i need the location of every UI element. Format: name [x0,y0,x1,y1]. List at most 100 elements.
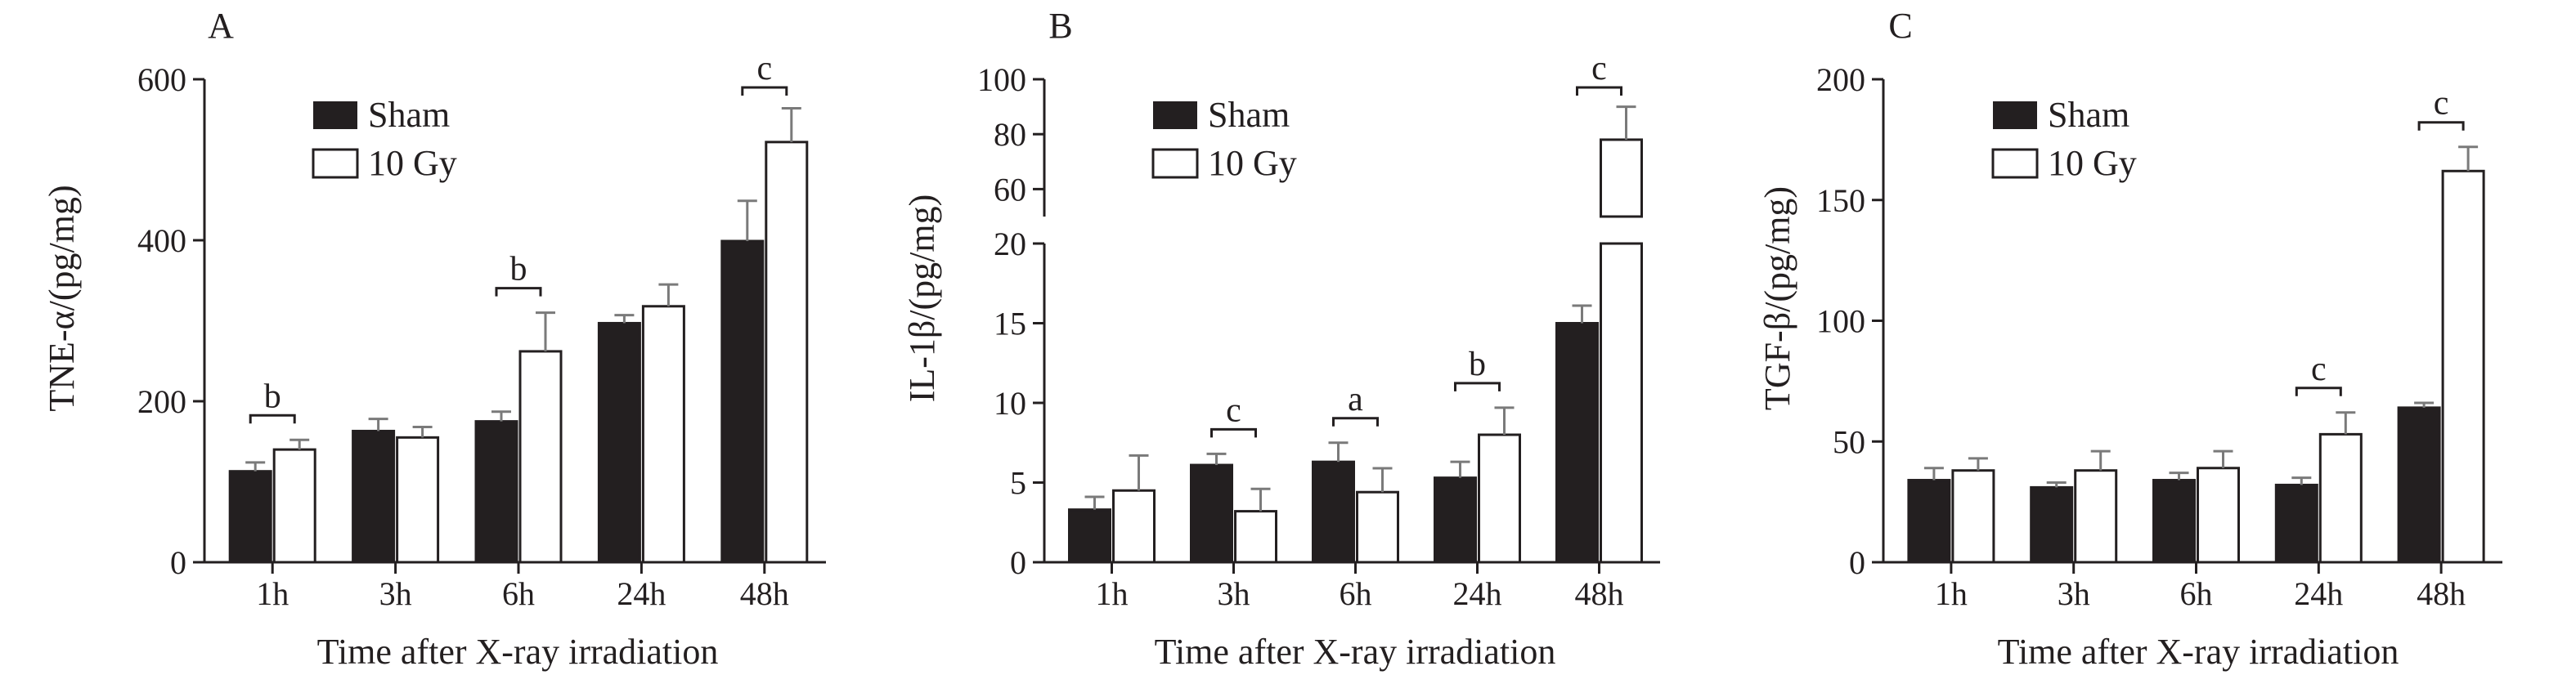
y-tick-label: 100 [1816,303,1865,340]
legend-b: Sham 10 Gy [1151,95,1297,183]
x-tick-label: 1h [256,575,289,612]
bar-sham [474,420,518,564]
y-tick-label: 50 [1833,423,1865,460]
legend-label-sham: Sham [2048,95,2129,135]
bar-sham [597,321,641,564]
bar-10gy [518,350,563,564]
x-tick-label: 6h [502,575,535,612]
significance-label: b [1469,346,1486,383]
bar-sham [2152,479,2196,564]
significance-label: c [1591,50,1607,87]
x-axis-label-a: Time after X-ray irradiation [317,632,719,672]
bar-10gy [1234,510,1277,564]
panel-letter-c: C [1888,6,1912,46]
significance-bracket [1332,417,1379,427]
y-axis-label-a: TNE-α/(pg/mg) [42,185,82,411]
significance-bracket [1210,427,1257,438]
bar-sham [2397,406,2441,564]
x-tick-label: 6h [1340,575,1372,612]
y-tick-label: 400 [137,222,186,259]
x-tick-label: 24h [1453,575,1502,612]
panel-b: B IL-1β/(pg/mg) Time after X-ray irradia… [902,6,1660,672]
y-axis-label-c: TGF-β/(pg/mg) [1757,186,1797,410]
bar-10gy [2441,169,2485,564]
bar-sham [228,470,272,564]
legend-a: Sham 10 Gy [312,95,457,183]
significance-bracket [495,287,542,297]
bar-10gy [2197,467,2240,564]
bar-sham [1434,476,1477,564]
y-tick-label: 0 [1849,544,1865,581]
bar-sham [1555,322,1599,564]
x-axis-label-b: Time after X-ray irradiation [1155,632,1556,672]
bar-sham [1907,479,1951,564]
bar-sham [2274,483,2318,564]
x-tick-label: 6h [2180,575,2213,612]
x-tick-label: 3h [379,575,412,612]
bar-10gy [1356,490,1399,564]
bar-sham [1068,508,1111,564]
significance-label: a [1348,381,1363,418]
legend-swatch-10gy [1151,148,1199,179]
x-tick-label: 3h [2058,575,2090,612]
significance-bracket [2417,121,2465,131]
legend-label-10gy: 10 Gy [2048,143,2137,183]
legend-swatch-10gy [1991,148,2039,179]
legend-swatch-sham [1153,101,1197,129]
significance-label: c [2311,351,2327,388]
panel-c: C TGF-β/(pg/mg) Time after X-ray irradia… [1757,6,2502,672]
y-tick-label: 200 [137,383,186,420]
bar-sham [352,429,396,564]
bar-10gy [1112,489,1156,564]
y-tick-label: 60 [994,171,1026,208]
bar-sham [720,239,765,564]
bar-sham [1190,463,1233,564]
y-tick-label: 0 [1010,544,1026,581]
bar-10gy [1951,469,1995,564]
legend-label-10gy: 10 Gy [1208,143,1297,183]
y-tick-label: 200 [1816,61,1865,98]
significance-bracket [741,86,788,96]
x-tick-label: 24h [617,575,666,612]
significance-label: c [756,50,772,87]
legend-label-10gy: 10 Gy [368,143,457,183]
legend-label-sham: Sham [1208,95,1290,135]
significance-bracket [1576,86,1622,96]
bar-sham [1312,460,1355,564]
bar-sham [2030,485,2074,564]
bar-10gy [765,141,809,564]
legend-c: Sham 10 Gy [1991,95,2137,183]
bar-10gy [2074,469,2118,564]
significance-label: c [1226,391,1241,429]
x-tick-label: 48h [2417,575,2466,612]
legend-swatch-10gy [312,148,359,179]
legend-swatch-sham [313,101,357,129]
y-tick-label: 10 [994,385,1026,422]
significance-bracket [249,414,296,424]
significance-label: b [510,251,527,288]
significance-bracket [1454,382,1501,391]
panel-letter-b: B [1048,6,1072,46]
y-axis-label-b: IL-1β/(pg/mg) [902,194,942,403]
y-tick-label: 600 [137,61,186,98]
x-tick-label: 3h [1218,575,1250,612]
x-tick-label: 24h [2294,575,2343,612]
x-tick-label: 1h [1096,575,1129,612]
x-axis-label-c: Time after X-ray irradiation [1998,632,2399,672]
x-tick-label: 1h [1935,575,1968,612]
bar-10gy [272,448,316,564]
bar-10gy [2318,432,2363,564]
bar-10gy [1600,138,1643,218]
x-tick-label: 48h [1575,575,1624,612]
y-tick-label: 80 [994,116,1026,153]
y-tick-label: 0 [170,544,186,581]
significance-bracket [2295,387,2342,396]
y-tick-label: 150 [1816,182,1865,219]
legend-label-sham: Sham [368,95,450,135]
legend-swatch-sham [1993,101,2037,129]
bar-10gy [396,436,440,564]
y-tick-label: 100 [977,61,1026,98]
panel-a: A TNE-α/(pg/mg) Time after X-ray irradia… [42,6,826,672]
bar-10gy [1478,433,1521,564]
